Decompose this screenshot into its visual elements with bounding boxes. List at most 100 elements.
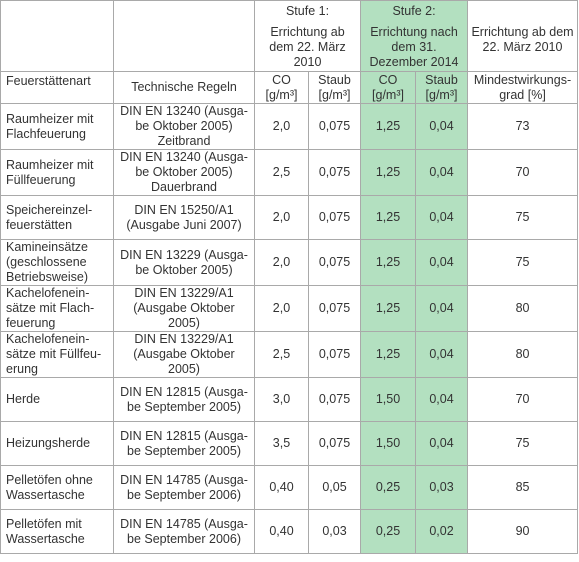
cell-co-stage1: 3,5	[254, 421, 309, 466]
table-row: Raumheizer mit Flachfeuerung DIN EN 13240…	[0, 103, 579, 150]
col-header-rules: Technische Regeln	[113, 71, 255, 104]
col-header-type: Feuerstättenart	[0, 71, 114, 104]
cell-type: Raumheizer mit Füllfeuerung	[0, 149, 114, 196]
header-row-stages: Stufe 1: Errichtung ab dem 22. März 2010…	[0, 0, 579, 72]
table-row: Pelletöfen mit Wassertasche DIN EN 14785 …	[0, 509, 579, 554]
table-row: Raumheizer mit Füllfeuerung DIN EN 13240 …	[0, 149, 579, 196]
col-header-co-stage2: CO [g/m³]	[360, 71, 416, 104]
header-row-columns: Feuerstättenart Technische Regeln CO [g/…	[0, 71, 579, 104]
cell-dust-stage2: 0,03	[414, 465, 469, 510]
cell-co-stage2: 0,25	[360, 509, 416, 554]
efficiency-top-header: Errichtung ab dem 22. März 2010	[467, 0, 579, 72]
cell-co-stage2: 1,50	[360, 421, 416, 466]
cell-rules: DIN EN 12815 (Ausga-be September 2005)	[113, 421, 255, 466]
cell-dust-stage2: 0,04	[414, 149, 469, 196]
table-row: Heizungsherde DIN EN 12815 (Ausga-be Sept…	[0, 421, 579, 466]
cell-type: Pelletöfen ohne Wassertasche	[0, 465, 114, 510]
cell-dust-stage1: 0,05	[308, 465, 361, 510]
cell-dust-stage1: 0,075	[308, 331, 361, 378]
cell-co-stage1: 2,0	[254, 103, 309, 150]
cell-type: Raumheizer mit Flachfeuerung	[0, 103, 114, 150]
cell-co-stage2: 1,25	[360, 195, 416, 240]
cell-co-stage2: 1,25	[360, 103, 416, 150]
col-header-efficiency: Mindestwirkungs-grad [%]	[467, 71, 579, 104]
col-header-dust-stage1: Staub [g/m³]	[308, 71, 361, 104]
cell-efficiency: 90	[467, 509, 579, 554]
cell-efficiency: 75	[467, 421, 579, 466]
cell-rules: DIN EN 13240 (Ausga-be Oktober 2005) Zei…	[113, 103, 255, 150]
cell-dust-stage2: 0,04	[414, 331, 469, 378]
cell-rules: DIN EN 13229 (Ausga-be Oktober 2005)	[113, 239, 255, 286]
cell-rules: DIN EN 13229/A1 (Ausgabe Oktober 2005)	[113, 331, 255, 378]
cell-dust-stage2: 0,04	[414, 377, 469, 422]
table-row: Kamineinsätze (geschlossene Betriebsweis…	[0, 239, 579, 286]
cell-co-stage2: 0,25	[360, 465, 416, 510]
cell-efficiency: 80	[467, 285, 579, 332]
cell-rules: DIN EN 12815 (Ausga-be September 2005)	[113, 377, 255, 422]
cell-type: Kachelofenein-sätze mit Flach-feuerung	[0, 285, 114, 332]
cell-efficiency: 75	[467, 195, 579, 240]
cell-efficiency: 70	[467, 149, 579, 196]
cell-co-stage2: 1,50	[360, 377, 416, 422]
cell-co-stage2: 1,25	[360, 239, 416, 286]
cell-dust-stage2: 0,04	[414, 285, 469, 332]
cell-efficiency: 85	[467, 465, 579, 510]
cell-dust-stage1: 0,075	[308, 285, 361, 332]
stage2-header: Stufe 2: Errichtung nach dem 31. Dezembe…	[359, 0, 469, 72]
stage1-title: Stufe 1:	[285, 4, 330, 18]
cell-dust-stage1: 0,075	[308, 195, 361, 240]
cell-dust-stage1: 0,03	[308, 509, 361, 554]
cell-dust-stage1: 0,075	[308, 377, 361, 422]
cell-rules: DIN EN 14785 (Ausga-be September 2006)	[113, 465, 255, 510]
cell-efficiency: 73	[467, 103, 579, 150]
cell-rules: DIN EN 13229/A1 (Ausgabe Oktober 2005)	[113, 285, 255, 332]
stage1-subtitle: Errichtung ab dem 22. März 2010	[269, 25, 346, 69]
cell-dust-stage1: 0,075	[308, 239, 361, 286]
stage2-subtitle: Errichtung nach dem 31. Dezember 2014	[369, 25, 459, 69]
cell-efficiency: 75	[467, 239, 579, 286]
cell-co-stage1: 3,0	[254, 377, 309, 422]
table-row: Kachelofenein-sätze mit Füllfeu-erung DIN…	[0, 331, 579, 378]
cell-type: Pelletöfen mit Wassertasche	[0, 509, 114, 554]
cell-co-stage1: 2,5	[254, 149, 309, 196]
table-row: Herde DIN EN 12815 (Ausga-be September 20…	[0, 377, 579, 422]
col-header-dust-stage2: Staub [g/m³]	[414, 71, 469, 104]
cell-dust-stage1: 0,075	[308, 103, 361, 150]
table-row: Pelletöfen ohne Wassertasche DIN EN 14785…	[0, 465, 579, 510]
cell-type: Herde	[0, 377, 114, 422]
cell-type: Kamineinsätze (geschlossene Betriebsweis…	[0, 239, 114, 286]
cell-rules: DIN EN 15250/A1 (Ausgabe Juni 2007)	[113, 195, 255, 240]
cell-co-stage1: 2,0	[254, 239, 309, 286]
cell-dust-stage1: 0,075	[308, 421, 361, 466]
cell-co-stage2: 1,25	[360, 331, 416, 378]
cell-co-stage1: 2,0	[254, 195, 309, 240]
cell-co-stage1: 0,40	[254, 509, 309, 554]
cell-co-stage1: 2,5	[254, 331, 309, 378]
cell-rules: DIN EN 13240 (Ausga-be Oktober 2005) Dau…	[113, 149, 255, 196]
cell-dust-stage2: 0,04	[414, 195, 469, 240]
cell-co-stage1: 2,0	[254, 285, 309, 332]
empty-header-cell	[113, 0, 255, 72]
stage1-header: Stufe 1: Errichtung ab dem 22. März 2010	[254, 0, 361, 72]
cell-dust-stage1: 0,075	[308, 149, 361, 196]
cell-dust-stage2: 0,02	[414, 509, 469, 554]
cell-type: Heizungsherde	[0, 421, 114, 466]
col-header-co-stage1: CO [g/m³]	[254, 71, 309, 104]
table-row: Speichereinzel-feuerstätten DIN EN 15250/…	[0, 195, 579, 240]
cell-type: Kachelofenein-sätze mit Füllfeu-erung	[0, 331, 114, 378]
table-body: Raumheizer mit Flachfeuerung DIN EN 13240…	[0, 103, 579, 554]
cell-efficiency: 80	[467, 331, 579, 378]
cell-dust-stage2: 0,04	[414, 421, 469, 466]
cell-co-stage2: 1,25	[360, 149, 416, 196]
cell-dust-stage2: 0,04	[414, 103, 469, 150]
empty-header-cell	[0, 0, 114, 72]
cell-type: Speichereinzel-feuerstätten	[0, 195, 114, 240]
table-row: Kachelofenein-sätze mit Flach-feuerung DI…	[0, 285, 579, 332]
cell-efficiency: 70	[467, 377, 579, 422]
cell-co-stage1: 0,40	[254, 465, 309, 510]
stage2-title: Stufe 2:	[392, 4, 436, 18]
cell-dust-stage2: 0,04	[414, 239, 469, 286]
cell-rules: DIN EN 14785 (Ausga-be September 2006)	[113, 509, 255, 554]
cell-co-stage2: 1,25	[360, 285, 416, 332]
